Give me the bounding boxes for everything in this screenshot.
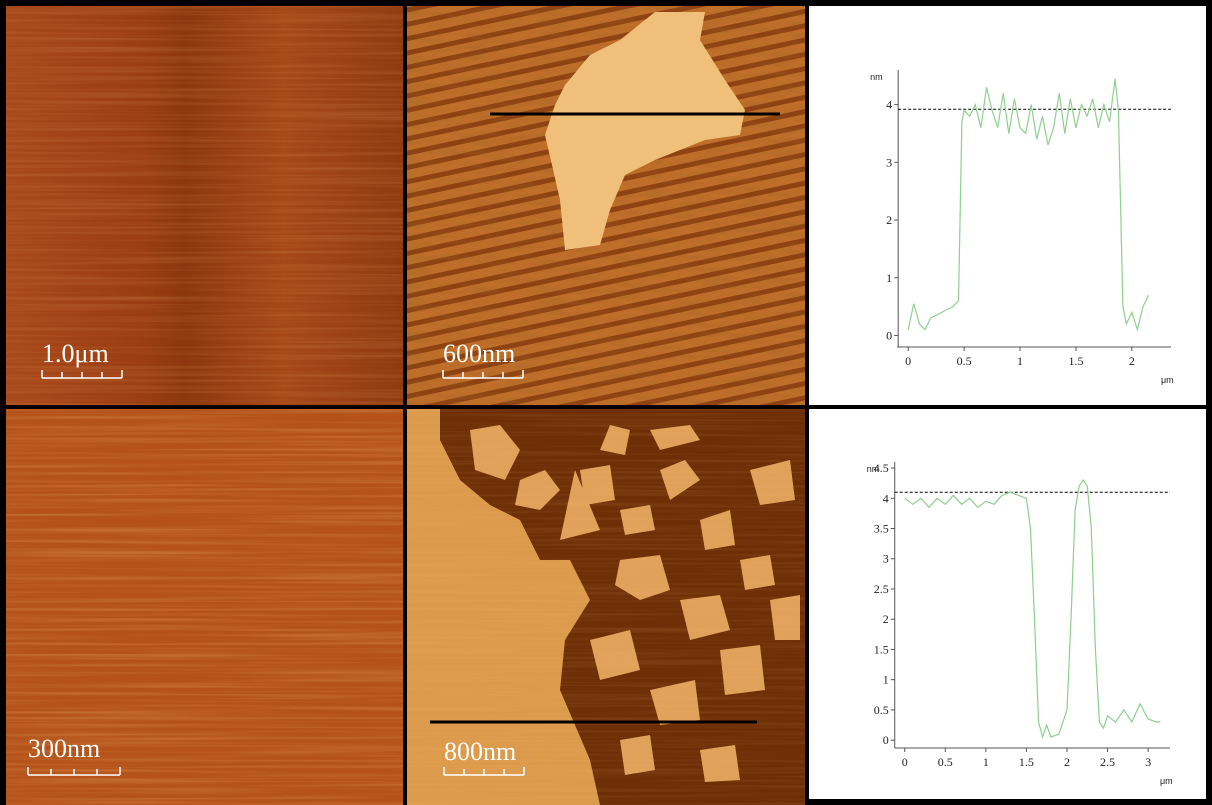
- x-axis-label: μm: [1161, 375, 1174, 385]
- x-tick-label: 0.5: [957, 354, 972, 368]
- x-tick-label: 2: [1064, 755, 1070, 769]
- y-tick-label: 2.5: [874, 582, 889, 596]
- y-axis-label: nm: [870, 72, 883, 82]
- x-tick-label: 1.5: [1019, 755, 1034, 769]
- y-tick-label: 0: [883, 733, 889, 747]
- y-tick-label: 1: [883, 673, 889, 687]
- y-tick-label: 0: [886, 328, 892, 342]
- scale-label: 1.0μm: [42, 339, 109, 368]
- x-tick-label: 0: [905, 354, 911, 368]
- y-tick-label: 2: [886, 213, 892, 227]
- y-tick-label: 3: [883, 552, 889, 566]
- chart-panel: [809, 6, 1206, 405]
- y-tick-label: 1.5: [874, 642, 889, 656]
- y-tick-label: 1: [886, 271, 892, 285]
- scale-label: 800nm: [444, 737, 516, 766]
- y-tick-label: 3.5: [874, 522, 889, 536]
- x-tick-label: 2: [1129, 354, 1135, 368]
- scale-label: 600nm: [443, 339, 515, 368]
- x-tick-label: 2.5: [1100, 755, 1115, 769]
- x-tick-label: 1.5: [1068, 354, 1083, 368]
- y-axis-label: nm: [867, 464, 880, 474]
- y-tick-label: 0.5: [874, 703, 889, 717]
- x-axis-label: μm: [1160, 776, 1173, 786]
- y-tick-label: 4: [886, 98, 892, 112]
- x-tick-label: 1: [983, 755, 989, 769]
- y-tick-label: 2: [883, 612, 889, 626]
- scale-label: 300nm: [28, 734, 100, 763]
- x-tick-label: 0.5: [938, 755, 953, 769]
- figure: 1.0μm 600nm 300nm 800nm 0123400.511.52nm…: [0, 0, 1212, 805]
- x-tick-label: 1: [1017, 354, 1023, 368]
- x-tick-label: 3: [1145, 755, 1151, 769]
- y-tick-label: 3: [886, 155, 892, 169]
- x-tick-label: 0: [902, 755, 908, 769]
- y-tick-label: 4: [883, 491, 889, 505]
